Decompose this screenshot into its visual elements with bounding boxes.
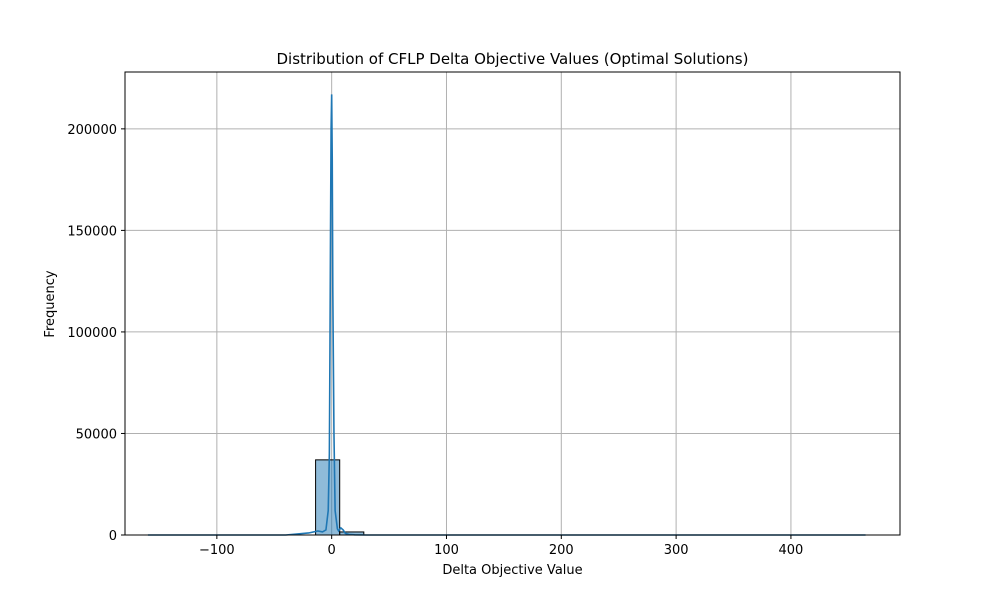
x-tick-label: 200 bbox=[549, 543, 574, 558]
y-tick-label: 200000 bbox=[67, 123, 117, 138]
x-tick-label: 0 bbox=[328, 543, 336, 558]
y-tick-label: 150000 bbox=[67, 224, 117, 239]
y-tick-label: 0 bbox=[109, 529, 117, 544]
x-tick-label: −100 bbox=[199, 543, 235, 558]
x-tick-label: 400 bbox=[779, 543, 804, 558]
y-tick-label: 50000 bbox=[76, 427, 117, 442]
x-tick-label: 300 bbox=[664, 543, 689, 558]
x-tick-label: 100 bbox=[434, 543, 459, 558]
y-tick-label: 100000 bbox=[67, 326, 117, 341]
y-axis-label: Frequency bbox=[43, 270, 58, 337]
x-axis-label: Delta Objective Value bbox=[442, 563, 582, 578]
chart-title: Distribution of CFLP Delta Objective Val… bbox=[277, 50, 749, 68]
